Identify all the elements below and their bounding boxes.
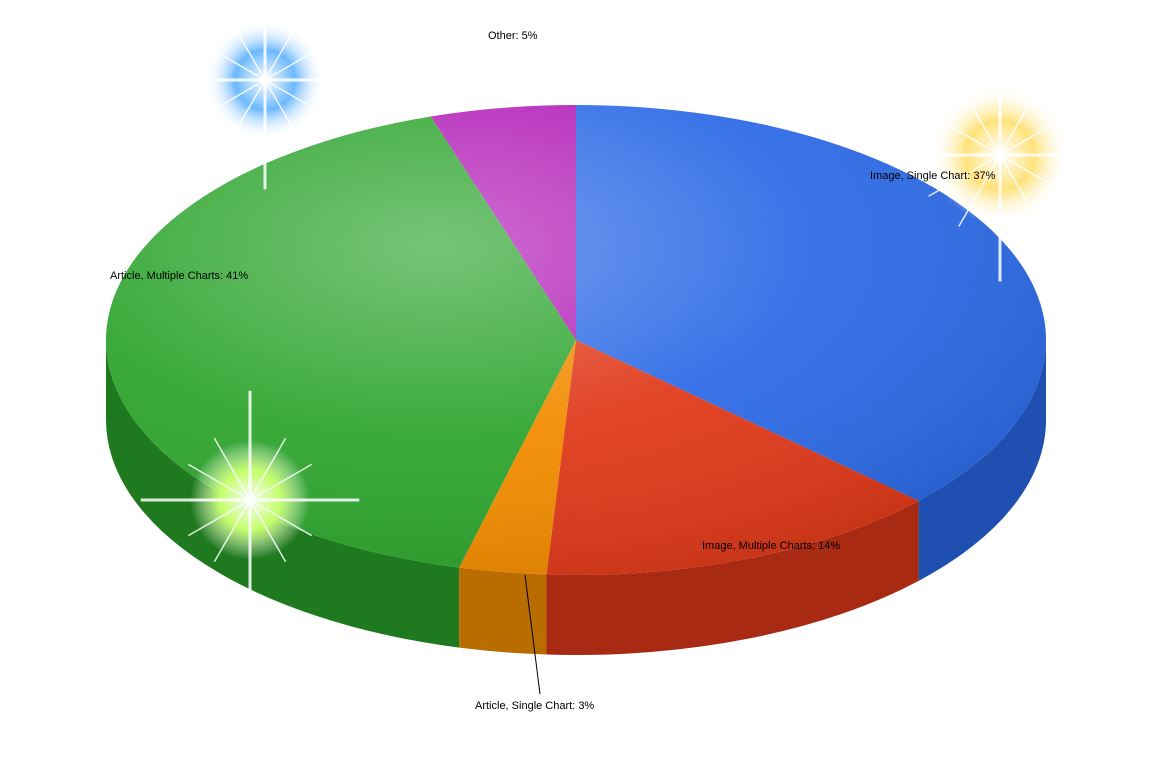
pie-chart-3d: Image, Single Chart: 37% Image, Multiple… — [0, 0, 1151, 760]
pie-svg — [0, 0, 1151, 760]
lens-flare-icon — [46, 526, 184, 664]
